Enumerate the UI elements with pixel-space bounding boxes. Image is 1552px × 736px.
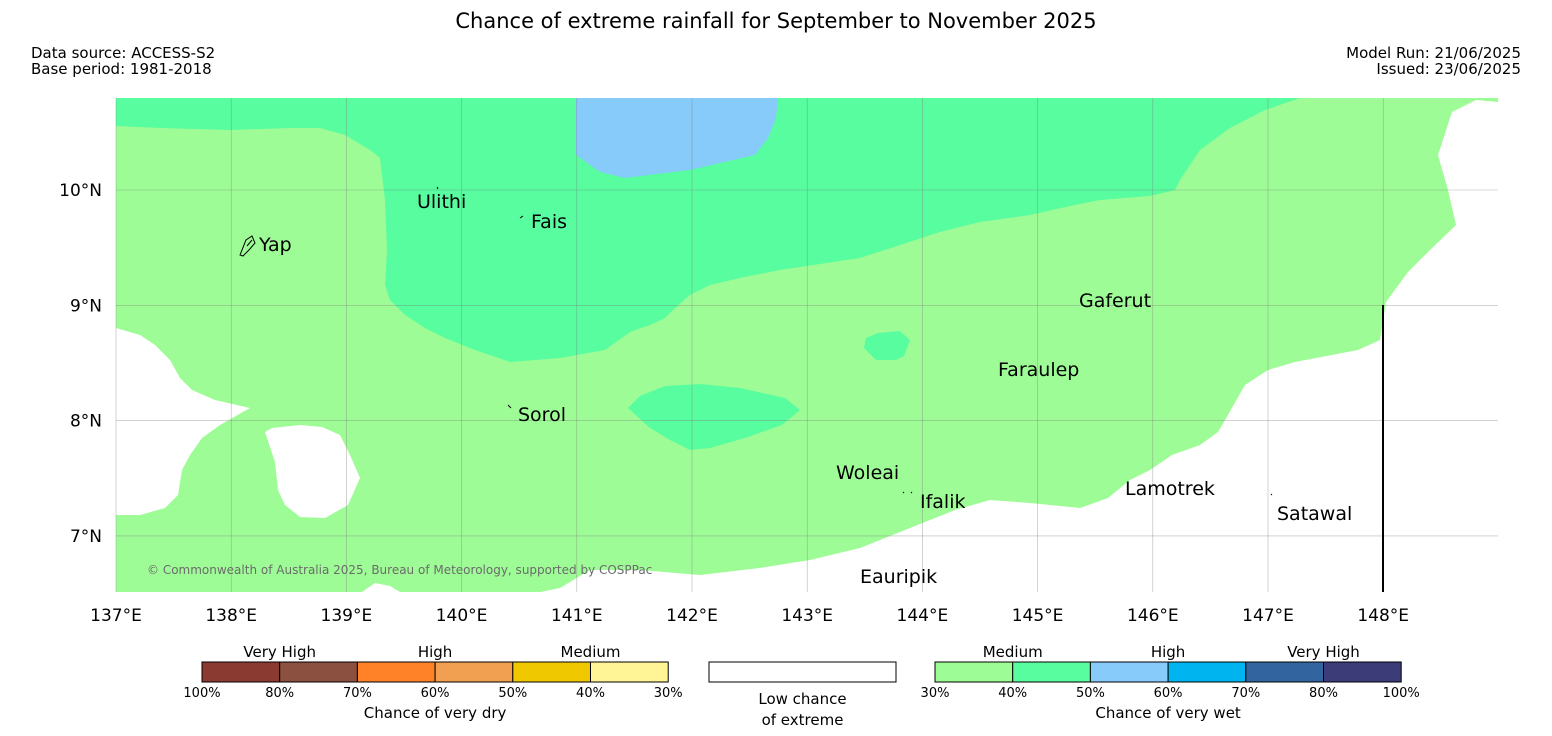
lon-label: 146°E: [1127, 606, 1179, 626]
legend-low-line2: of extreme: [762, 711, 844, 729]
legend-swatch: [1012, 661, 1091, 683]
lon-label: 144°E: [897, 606, 949, 626]
legend-tick: 100%: [1383, 686, 1420, 701]
lat-label: 7°N: [70, 527, 102, 547]
legend-tick: 80%: [1309, 686, 1338, 701]
coastlines: [239, 186, 1273, 496]
legend-swatch: [1167, 661, 1247, 683]
label-faraulep: Faraulep: [998, 359, 1079, 381]
lon-label: 138°E: [205, 606, 257, 626]
legend-swatch: [1323, 661, 1402, 683]
legend-swatch: [1089, 661, 1169, 683]
base-period: Base period: 1981-2018: [31, 60, 212, 78]
lon-label: 147°E: [1242, 606, 1294, 626]
longitude-labels: 137°E 138°E 139°E 140°E 141°E 142°E 143°E 144°E…: [90, 606, 1409, 626]
legend-swatch: [1245, 661, 1325, 683]
legend-swatch: [590, 661, 669, 683]
low-chance-island: [265, 425, 360, 518]
legend-swatch: [434, 661, 514, 683]
meta-left: Data source: ACCESS-S2 Base period: 1981…: [31, 45, 215, 77]
region-wet-50-60: [576, 98, 778, 178]
lon-label: 141°E: [551, 606, 603, 626]
legend-low-swatch: [708, 661, 897, 683]
label-yap: Yap: [258, 234, 292, 256]
label-lamotrek: Lamotrek: [1125, 478, 1215, 500]
region-wet-40-50-patch-south: [628, 384, 800, 450]
lon-label: 145°E: [1012, 606, 1064, 626]
legend-low-line1: Low chance: [758, 690, 846, 708]
data-source: Data source: ACCESS-S2: [31, 44, 216, 62]
yap-coast: [239, 235, 256, 257]
label-ifalik: Ifalik: [920, 491, 966, 513]
legend-swatch: [356, 661, 436, 683]
label-eauripik: Eauripik: [860, 566, 937, 588]
ifalik-coast: [902, 491, 913, 494]
legend: 100% 80% 70% 60% 50% 40% 30% Very High High Mediu…: [183, 643, 1419, 729]
region-wet-40-50: [116, 98, 1300, 362]
legend-category: Very High: [243, 643, 316, 661]
label-sorol: Sorol: [518, 404, 566, 426]
legend-title: Chance of very wet: [1095, 704, 1241, 722]
graticule: [115, 98, 1498, 592]
latitude-labels: 10°N 9°N 8°N 7°N: [59, 181, 102, 547]
legend-category: Medium: [561, 643, 621, 661]
place-labels: Yap Ulithi Fais Sorol Gaferut Faraulep W…: [258, 191, 1352, 588]
legend-category: High: [1151, 643, 1185, 661]
lat-label: 10°N: [59, 181, 102, 201]
issued-date: Issued: 23/06/2025: [1376, 60, 1521, 78]
legend-wet: 30% 40% 50% 60% 70% 80% 100% Medium High Very Hig…: [921, 643, 1420, 722]
lon-label: 139°E: [321, 606, 373, 626]
label-satawal: Satawal: [1277, 503, 1352, 525]
legend-swatch: [279, 661, 358, 683]
lon-label: 143°E: [781, 606, 833, 626]
legend-dry: 100% 80% 70% 60% 50% 40% 30% Very High High Mediu…: [183, 643, 682, 722]
meta-right: Model Run: 21/06/2025 Issued: 23/06/2025: [1346, 45, 1521, 77]
map-title: Chance of extreme rainfall for September…: [455, 9, 1097, 33]
label-woleai: Woleai: [836, 462, 899, 484]
legend-swatch: [934, 661, 1014, 683]
lon-label: 137°E: [90, 606, 142, 626]
label-fais: Fais: [531, 211, 567, 233]
legend-tick: 50%: [1076, 686, 1105, 701]
legend-tick: 30%: [921, 686, 950, 701]
satawal-coast: [1270, 493, 1273, 496]
legend-swatch: [201, 661, 281, 683]
sorol-coast: [507, 404, 512, 409]
legend-title: Chance of very dry: [364, 704, 507, 722]
lon-label: 140°E: [436, 606, 488, 626]
lat-label: 9°N: [70, 296, 102, 316]
legend-tick: 70%: [343, 686, 372, 701]
copyright-notice: © Commonwealth of Australia 2025, Bureau…: [147, 563, 652, 577]
legend-category: Very High: [1287, 643, 1360, 661]
model-run: Model Run: 21/06/2025: [1346, 44, 1521, 62]
legend-low: Low chance of extreme: [708, 661, 897, 729]
label-gaferut: Gaferut: [1079, 290, 1151, 312]
ulithi-coast: [436, 186, 439, 190]
legend-tick: 50%: [498, 686, 527, 701]
legend-swatch: [512, 661, 591, 683]
region-wet-40-50-patch: [864, 331, 910, 360]
legend-tick: 40%: [576, 686, 605, 701]
legend-tick: 30%: [654, 686, 683, 701]
lon-label: 142°E: [666, 606, 718, 626]
legend-tick: 40%: [998, 686, 1027, 701]
lon-label: 148°E: [1357, 606, 1409, 626]
legend-tick: 80%: [265, 686, 294, 701]
legend-category: High: [418, 643, 452, 661]
legend-tick: 100%: [183, 686, 220, 701]
lat-label: 8°N: [70, 412, 102, 432]
legend-category: Medium: [983, 643, 1043, 661]
legend-tick: 60%: [1154, 686, 1183, 701]
legend-tick: 60%: [421, 686, 450, 701]
label-ulithi: Ulithi: [417, 191, 466, 213]
fais-coast: [519, 215, 524, 219]
legend-tick: 70%: [1231, 686, 1260, 701]
